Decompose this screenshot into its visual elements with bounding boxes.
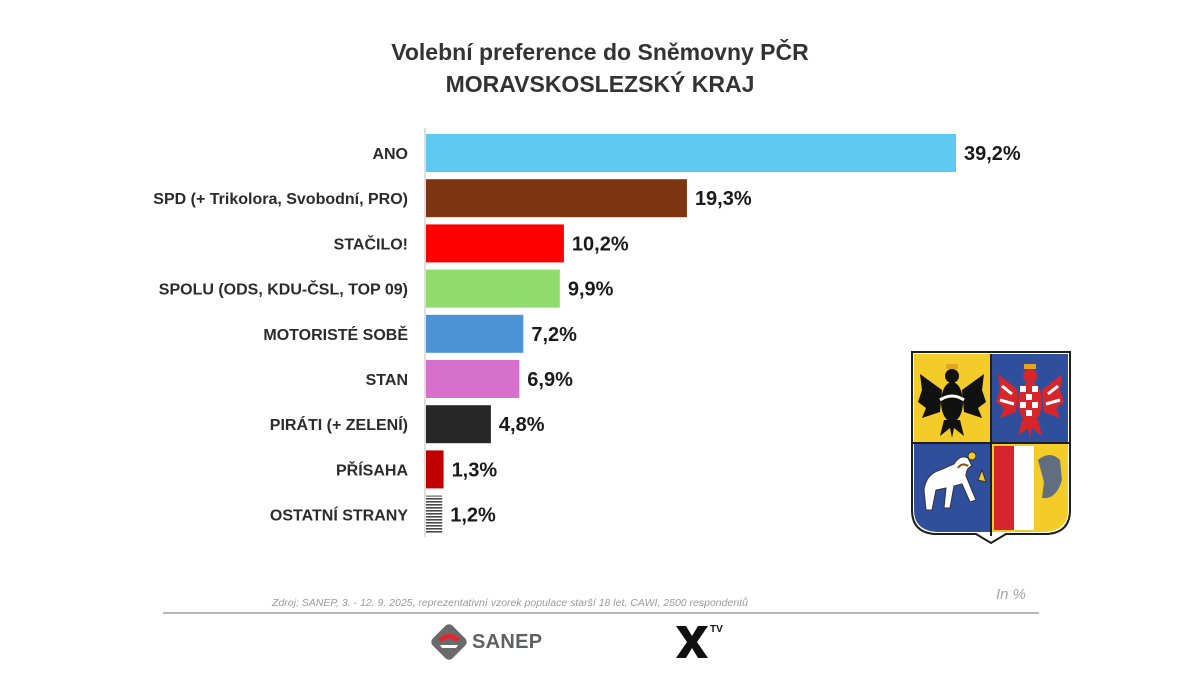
bar-pirati-zeleni <box>426 405 491 444</box>
sanep-logo-icon <box>431 624 467 660</box>
footer-divider <box>163 612 1039 614</box>
value-label-stacilo: 10,2% <box>572 233 629 255</box>
bar-spd-trikolora-svobodni-pro <box>426 179 687 218</box>
xtv-logo: TV <box>672 620 732 664</box>
value-label-pirati-zeleni: 4,8% <box>499 414 545 436</box>
value-label-motoriste-sobe: 7,2% <box>531 324 577 346</box>
category-label-prisaha: PŘÍSAHA <box>336 460 408 479</box>
value-label-spolu-ods-kdu-csl-top-09: 9,9% <box>568 279 614 301</box>
bar-motoriste-sobe <box>426 314 524 353</box>
category-label-spd-trikolora-svobodni-pro: SPD (+ Trikolora, Svobodní, PRO) <box>153 191 408 208</box>
chart-subtitle: MORAVSKOSLEZSKÝ KRAJ <box>445 71 755 97</box>
unit-note: In % <box>996 586 1027 603</box>
value-label-ano: 39,2% <box>964 143 1021 165</box>
value-label-prisaha: 1,3% <box>452 459 498 481</box>
bar-stacilo <box>426 224 564 263</box>
category-label-ano: ANO <box>372 146 408 163</box>
bar-spolu-ods-kdu-csl-top-09 <box>426 269 560 308</box>
value-label-ostatni-strany: 1,2% <box>450 505 496 527</box>
bar-stan <box>426 360 520 398</box>
bar-ostatni-strany <box>426 495 443 534</box>
source-note: Zdroj: SANEP, 3. - 12. 9. 2025, reprezen… <box>272 597 748 609</box>
category-label-spolu-ods-kdu-csl-top-09: SPOLU (ODS, KDU-ČSL, TOP 09) <box>159 280 408 299</box>
chart-title: Volební preference do Sněmovny PČR <box>391 39 809 65</box>
category-label-ostatni-strany: OSTATNÍ STRANY <box>270 506 408 525</box>
category-label-motoriste-sobe: MOTORISTÉ SOBĚ <box>263 325 408 344</box>
sanep-logo: SANEP <box>430 620 560 664</box>
xtv-logo-text: TV <box>710 624 723 635</box>
category-label-stan: STAN <box>366 372 408 389</box>
bar-ano <box>426 134 956 172</box>
value-label-spd-trikolora-svobodni-pro: 19,3% <box>695 188 752 210</box>
value-label-stan: 6,9% <box>527 369 573 391</box>
moravskoslezsky-crest-icon <box>911 351 1071 545</box>
bar-prisaha <box>426 450 444 489</box>
category-label-stacilo: STAČILO! <box>334 234 408 253</box>
xtv-logo-icon <box>676 626 708 658</box>
category-label-pirati-zeleni: PIRÁTI (+ ZELENÍ) <box>270 415 408 434</box>
sanep-logo-text: SANEP <box>472 630 543 653</box>
